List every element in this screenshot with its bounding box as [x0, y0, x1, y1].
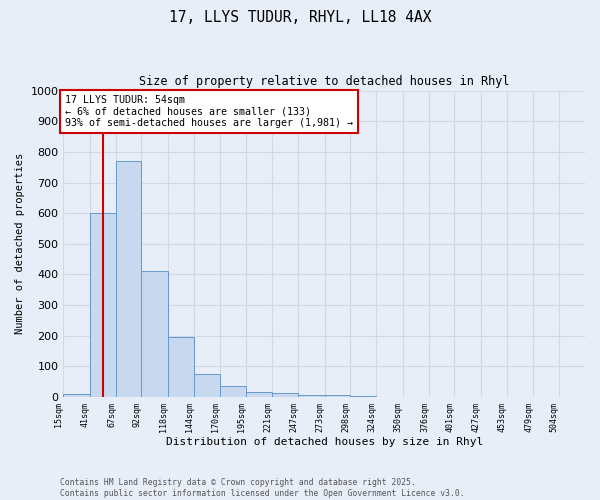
Bar: [350, 396, 376, 397]
Bar: [90, 213, 116, 397]
Bar: [246, 392, 272, 397]
Bar: [64, 394, 90, 397]
Y-axis label: Number of detached properties: Number of detached properties: [15, 153, 25, 334]
Text: Contains HM Land Registry data © Crown copyright and database right 2025.
Contai: Contains HM Land Registry data © Crown c…: [60, 478, 464, 498]
Bar: [168, 338, 194, 397]
Bar: [142, 272, 168, 397]
Bar: [194, 374, 220, 397]
Bar: [325, 394, 350, 397]
Title: Size of property relative to detached houses in Rhyl: Size of property relative to detached ho…: [139, 75, 509, 88]
Text: 17 LLYS TUDUR: 54sqm
← 6% of detached houses are smaller (133)
93% of semi-detac: 17 LLYS TUDUR: 54sqm ← 6% of detached ho…: [65, 95, 353, 128]
X-axis label: Distribution of detached houses by size in Rhyl: Distribution of detached houses by size …: [166, 438, 483, 448]
Bar: [220, 386, 246, 397]
Bar: [272, 394, 298, 397]
Bar: [298, 394, 325, 397]
Bar: [116, 161, 142, 397]
Text: 17, LLYS TUDUR, RHYL, LL18 4AX: 17, LLYS TUDUR, RHYL, LL18 4AX: [169, 10, 431, 25]
